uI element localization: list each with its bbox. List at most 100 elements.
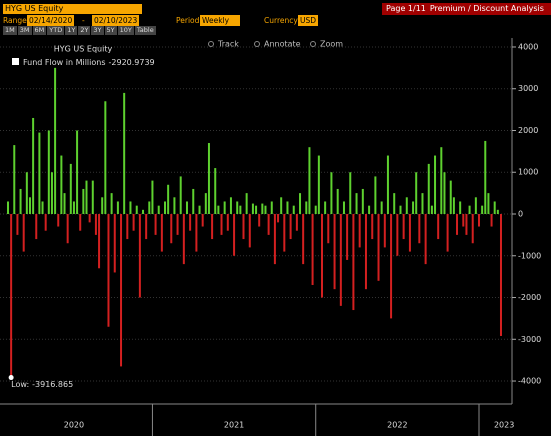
bar	[251, 203, 254, 215]
range-button[interactable]: 3Y	[91, 26, 104, 35]
bar	[13, 145, 16, 215]
bar	[377, 214, 380, 281]
bar	[57, 214, 60, 227]
bar	[314, 205, 317, 215]
bar	[261, 203, 264, 215]
period-label: Period	[176, 16, 200, 25]
bar	[446, 214, 449, 252]
bar	[474, 197, 477, 215]
low-text: Low:	[11, 380, 29, 389]
bar	[113, 214, 116, 273]
tool-button[interactable]: Track	[217, 40, 239, 49]
bar	[185, 201, 188, 215]
bar	[44, 214, 47, 231]
y-tick-label: -2000	[518, 293, 541, 302]
bar	[449, 180, 452, 215]
low-value: -3916.865	[32, 380, 73, 389]
bar	[63, 193, 66, 215]
range-button[interactable]: 3M	[17, 26, 32, 35]
bar	[430, 205, 433, 215]
bar	[154, 214, 157, 235]
bar	[94, 214, 97, 235]
x-tick-label: 2020	[64, 421, 84, 430]
range-button[interactable]: 1Y	[65, 26, 78, 35]
bar	[352, 214, 355, 311]
y-tick-label: 0	[518, 210, 523, 219]
legend-value: -2920.9739	[109, 58, 155, 67]
bar	[302, 214, 305, 265]
bar	[32, 117, 35, 215]
y-tick-label: -4000	[518, 377, 541, 386]
bar	[104, 101, 107, 215]
range-button[interactable]: 5Y	[104, 26, 117, 35]
bar	[138, 214, 141, 298]
bar	[170, 214, 173, 244]
currency[interactable]: USD	[298, 15, 319, 26]
range-button[interactable]: 1M	[3, 26, 17, 35]
bar	[280, 197, 283, 215]
range-button[interactable]: YTD	[47, 26, 65, 35]
range-button[interactable]: 6M	[32, 26, 47, 35]
bar	[270, 201, 273, 215]
bar	[289, 214, 292, 240]
bar	[204, 193, 207, 215]
bar	[233, 214, 236, 256]
bar	[195, 214, 198, 252]
bar	[499, 214, 502, 336]
bar	[85, 180, 88, 215]
bar	[324, 201, 327, 215]
bar	[248, 214, 251, 248]
bar	[295, 214, 298, 231]
range-button[interactable]: 10Y	[117, 26, 134, 35]
bar	[101, 197, 104, 215]
bar	[434, 155, 437, 215]
bar	[160, 214, 163, 252]
range-start[interactable]: 02/14/2020	[27, 15, 75, 26]
tool-button[interactable]: Annotate	[264, 40, 301, 49]
bar	[415, 172, 418, 215]
bar	[82, 188, 85, 215]
bar	[405, 197, 408, 215]
bar	[207, 143, 210, 215]
bar	[179, 176, 182, 215]
y-tick-label: 1000	[518, 168, 538, 177]
security-field[interactable]: HYG US Equity	[3, 4, 142, 14]
tool-button[interactable]: Zoom	[320, 40, 343, 49]
bar	[308, 147, 311, 215]
bar	[471, 214, 474, 244]
bar	[192, 188, 195, 215]
range-button[interactable]: Table	[134, 26, 156, 35]
bar	[25, 172, 28, 215]
bar	[459, 201, 462, 215]
bar	[386, 155, 389, 215]
page-banner: Page 1/11 Premium / Discount Analysis	[382, 3, 551, 15]
bar	[35, 214, 38, 240]
bar	[79, 214, 82, 231]
currency-label: Currency	[264, 16, 298, 25]
bar	[236, 201, 239, 215]
tool-icon	[254, 41, 260, 47]
bar	[273, 214, 276, 265]
bar	[120, 214, 123, 367]
bar	[321, 214, 323, 298]
bar	[465, 214, 468, 235]
bar	[22, 214, 25, 252]
bar	[164, 201, 166, 215]
range-end[interactable]: 02/10/2023	[92, 15, 140, 26]
bar	[283, 214, 286, 252]
bar	[374, 176, 377, 215]
bar	[16, 214, 19, 235]
bar	[167, 184, 170, 215]
x-tick-label: 2022	[387, 421, 407, 430]
chart-title: HYG US Equity	[54, 45, 113, 54]
bar	[60, 155, 63, 215]
period[interactable]: Weekly	[200, 15, 240, 26]
range-button[interactable]: 2Y	[78, 26, 91, 35]
bar	[135, 205, 138, 215]
bar	[355, 193, 358, 215]
bar	[478, 214, 480, 227]
bar	[229, 197, 232, 215]
bar	[277, 214, 280, 223]
bar	[242, 214, 245, 240]
